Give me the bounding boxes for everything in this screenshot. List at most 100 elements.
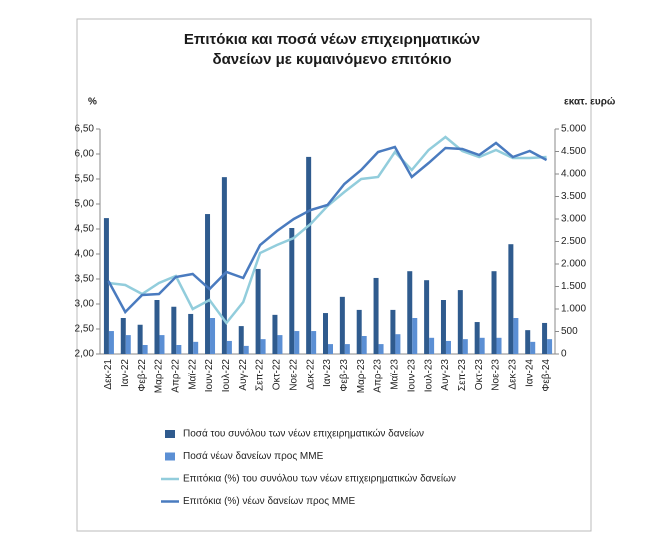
bar (176, 345, 182, 354)
x-tick-label: Αυγ-22 (238, 359, 249, 391)
x-tick-label: Απρ-23 (373, 359, 384, 393)
bar (424, 280, 430, 354)
bar (159, 335, 165, 354)
bar (238, 326, 244, 354)
y-tick-label: 3,00 (75, 299, 95, 310)
bar (255, 268, 261, 354)
bar (328, 344, 333, 354)
bar (373, 277, 379, 354)
x-tick-label: Σεπ-22 (255, 359, 266, 391)
bar (412, 318, 418, 354)
x-tick-label: Φεβ-24 (541, 359, 552, 392)
bar (356, 309, 362, 354)
bar (491, 271, 497, 354)
bar (205, 214, 211, 354)
bar (221, 177, 227, 354)
bar (210, 318, 216, 354)
bar (260, 339, 266, 354)
y-tick-label: 4,00 (75, 249, 95, 260)
bar (457, 290, 463, 354)
y2-tick-label: 500 (561, 326, 578, 337)
x-tick-label: Δεκ-23 (508, 359, 519, 390)
x-tick-label: Μαϊ-22 (187, 359, 198, 390)
y-tick-label: 5,00 (75, 199, 95, 210)
y-tick-label: 5,50 (75, 174, 95, 185)
x-tick-label: Ιουλ-22 (221, 359, 232, 393)
x-tick-label: Οκτ-22 (272, 359, 283, 391)
y2-tick-label: 2.500 (561, 236, 586, 247)
x-tick-label: Ιαν-22 (120, 359, 131, 387)
y2-tick-label: 4.000 (561, 169, 586, 180)
x-tick-label: Μαρ-22 (154, 359, 165, 394)
y2-tick-label: 0 (561, 349, 567, 360)
bar (171, 306, 177, 354)
bar (142, 345, 148, 354)
x-tick-label: Ιουλ-23 (423, 359, 434, 393)
bar (289, 228, 295, 354)
x-tick-label: Σεπ-23 (457, 359, 468, 391)
bar (445, 340, 451, 354)
chart-frame (76, 18, 592, 532)
bar (508, 244, 514, 354)
y2-tick-label: 3.000 (561, 214, 586, 225)
chart-title: Επιτόκια και ποσά νέων επιχειρηματικών δ… (183, 31, 481, 68)
x-tick-label: Φεβ-22 (137, 359, 148, 392)
x-tick-label: Απρ-22 (170, 359, 181, 393)
x-tick-label: Ιουν-22 (204, 359, 215, 393)
bar (226, 340, 232, 354)
x-tick-label: Ιαν-23 (322, 359, 333, 387)
legend-swatch (165, 430, 175, 438)
bar (188, 313, 194, 354)
x-tick-label: Αυγ-23 (440, 359, 451, 391)
bar (462, 339, 468, 354)
bar (525, 330, 531, 354)
bar (103, 218, 109, 354)
y-tick-label: 6,00 (75, 149, 95, 160)
x-tick-label: Νοε-22 (288, 359, 299, 391)
legend-label: Επιτόκια (%) του συνόλου των νέων επιχει… (183, 473, 456, 485)
bar (137, 324, 143, 354)
bar (513, 318, 519, 354)
legend-swatch (165, 452, 175, 461)
y2-tick-label: 4.500 (561, 146, 586, 157)
bar (277, 335, 283, 354)
y-tick-label: 3,50 (75, 274, 95, 285)
y2-tick-label: 1.000 (561, 304, 586, 315)
bar (378, 344, 384, 354)
bar (306, 156, 312, 354)
bar (440, 300, 446, 354)
bar (311, 331, 317, 354)
legend-label: Ποσά νέων δανείων προς ΜΜΕ (183, 450, 324, 462)
bar (395, 334, 401, 354)
bar (361, 336, 367, 354)
bar (407, 271, 413, 354)
x-tick-label: Νοε-23 (491, 359, 502, 391)
y-axis-label: % (88, 97, 97, 108)
x-tick-label: Φεβ-23 (339, 359, 350, 392)
bar (272, 314, 278, 354)
bar (496, 337, 502, 354)
bar (243, 345, 249, 354)
bar (542, 322, 548, 354)
bar (530, 341, 536, 354)
x-tick-label: Μαρ-23 (356, 359, 367, 394)
y-tick-label: 2,00 (75, 349, 95, 360)
x-tick-label: Ιαν-24 (524, 359, 535, 387)
y2-tick-label: 3.500 (561, 191, 586, 202)
bar (108, 331, 114, 354)
x-tick-label: Μαϊ-23 (390, 359, 401, 390)
x-tick-label: Οκτ-23 (474, 359, 485, 391)
bar (154, 300, 160, 354)
y2-axis-label: εκατ. ευρώ (564, 97, 616, 108)
bar (547, 339, 553, 354)
y2-tick-label: 1.500 (561, 281, 586, 292)
x-tick-label: Δεκ-22 (305, 359, 316, 390)
bar (125, 335, 131, 354)
bar (344, 344, 350, 354)
y-tick-label: 6,50 (75, 124, 95, 135)
bar (294, 331, 300, 354)
y-tick-label: 4,50 (75, 224, 95, 235)
x-tick-label: Δεκ-21 (103, 359, 114, 390)
